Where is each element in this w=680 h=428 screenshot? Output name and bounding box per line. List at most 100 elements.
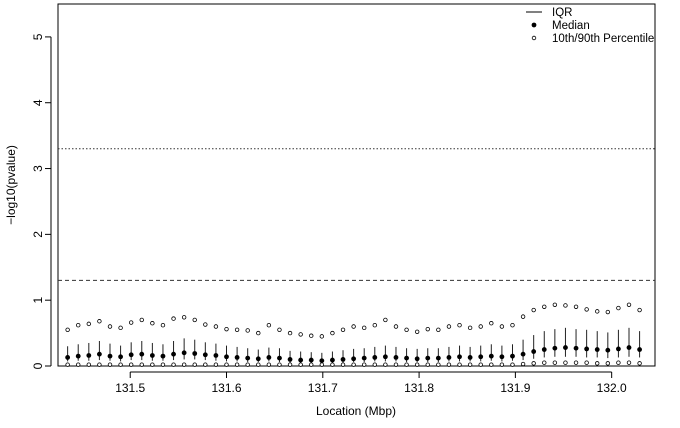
percentile-90-point bbox=[65, 327, 70, 332]
percentile-10-point bbox=[563, 360, 568, 365]
x-tick-label: 131.7 bbox=[308, 381, 338, 395]
percentile-90-point bbox=[436, 327, 441, 332]
percentile-90-point bbox=[425, 326, 430, 332]
percentile-10-point bbox=[86, 362, 92, 367]
percentile-10-point bbox=[362, 362, 367, 367]
percentile-90-point bbox=[171, 316, 176, 321]
percentile-10-point bbox=[203, 362, 208, 367]
percentile-90-point bbox=[319, 334, 325, 339]
percentile-90-point bbox=[563, 303, 568, 308]
median-point bbox=[637, 347, 642, 352]
legend-label: 10th/90th Percentile bbox=[552, 33, 654, 45]
median-point bbox=[234, 355, 240, 360]
percentile-10-point bbox=[616, 360, 621, 365]
median-point bbox=[213, 353, 219, 358]
percentile-90-point bbox=[203, 322, 208, 327]
percentile-90-point bbox=[128, 320, 134, 325]
median-point bbox=[404, 355, 409, 361]
median-point bbox=[245, 355, 251, 361]
x-axis: 131.5 131.6 131.7 131.8 131.9 132.0 bbox=[115, 371, 627, 395]
median-point bbox=[160, 353, 166, 359]
median-point bbox=[510, 353, 515, 359]
median-point bbox=[393, 355, 399, 360]
median-point bbox=[446, 355, 452, 360]
percentile-90-point bbox=[150, 321, 155, 326]
percentile-10-point bbox=[128, 362, 134, 367]
median-point bbox=[340, 357, 346, 362]
percentile-10-point bbox=[436, 362, 441, 367]
percentile-10-point bbox=[372, 362, 377, 367]
percentile-90-point bbox=[542, 304, 547, 309]
x-tick-label: 132.0 bbox=[597, 381, 627, 395]
median-point bbox=[65, 355, 71, 360]
percentile-10-point bbox=[287, 362, 293, 367]
percentile-90-point bbox=[224, 326, 229, 332]
percentile-10-point bbox=[446, 362, 452, 367]
percentile-90-point bbox=[531, 307, 536, 313]
x-tick-label: 131.8 bbox=[404, 381, 434, 395]
percentile-10-point bbox=[489, 362, 494, 367]
percentile-10-point bbox=[150, 362, 155, 367]
percentile-10-point bbox=[245, 362, 250, 367]
y-axis-label: −log10(pvalue) bbox=[4, 145, 18, 225]
median-point bbox=[414, 356, 420, 362]
percentile-10-point bbox=[234, 362, 240, 367]
percentile-90-point bbox=[287, 330, 293, 336]
percentile-90-point bbox=[595, 309, 600, 314]
percentile-90-point bbox=[97, 319, 102, 324]
y-tick-label: 5 bbox=[31, 33, 45, 40]
median-point bbox=[605, 347, 611, 353]
median-point bbox=[86, 353, 92, 358]
percentile-90-point bbox=[213, 324, 219, 329]
percentile-10-point bbox=[383, 362, 388, 367]
percentile-10-point bbox=[139, 362, 144, 367]
y-axis: 0 1 2 3 4 5 bbox=[31, 33, 52, 369]
percentile-10-point bbox=[192, 362, 197, 367]
legend-percentile-symbol bbox=[531, 35, 537, 41]
x-axis-label: Location (Mbp) bbox=[316, 404, 396, 418]
percentile-90-point bbox=[277, 327, 282, 332]
y-tick-label: 0 bbox=[31, 362, 45, 369]
percentile-10-point bbox=[414, 362, 420, 367]
median-point bbox=[552, 345, 558, 351]
median-point bbox=[171, 351, 176, 357]
median-point bbox=[531, 349, 537, 354]
legend-label: IQR bbox=[552, 7, 572, 19]
percentile-90-point bbox=[489, 321, 494, 326]
percentile-10-point bbox=[542, 360, 547, 365]
plot-frame bbox=[57, 3, 656, 367]
median-point bbox=[520, 351, 526, 357]
median-point bbox=[139, 351, 145, 357]
percentile-90-point bbox=[626, 302, 632, 307]
reference-lines bbox=[58, 148, 655, 281]
percentile-90-point bbox=[637, 307, 642, 313]
percentile-10-point bbox=[181, 362, 187, 367]
median-point bbox=[541, 347, 547, 352]
percentile-10-point bbox=[330, 362, 335, 367]
percentile-10-point bbox=[626, 360, 632, 365]
percentile-90-point bbox=[298, 332, 303, 337]
percentile-90-point bbox=[118, 325, 123, 331]
percentile-10-point bbox=[478, 362, 483, 367]
percentile-10-point bbox=[256, 362, 261, 367]
percentile-10-point bbox=[298, 362, 303, 367]
percentile-10-point bbox=[213, 362, 219, 367]
percentile-90-point bbox=[372, 322, 377, 328]
percentile-90-point bbox=[510, 322, 515, 328]
median-point bbox=[202, 352, 208, 358]
percentile-10-point bbox=[309, 362, 314, 367]
median-point bbox=[626, 345, 632, 350]
percentile-10-point bbox=[224, 362, 229, 367]
percentile-10-point bbox=[467, 362, 473, 367]
median-point bbox=[128, 352, 134, 358]
median-point bbox=[372, 355, 378, 360]
percentile-90-point bbox=[467, 325, 473, 331]
median-point bbox=[435, 355, 441, 361]
percentile-90-point bbox=[478, 324, 483, 329]
percentile-10-point bbox=[319, 362, 325, 367]
percentile-90-point bbox=[107, 324, 113, 329]
median-point bbox=[277, 355, 282, 361]
median-point bbox=[616, 346, 621, 352]
percentile-10-point bbox=[351, 362, 356, 367]
